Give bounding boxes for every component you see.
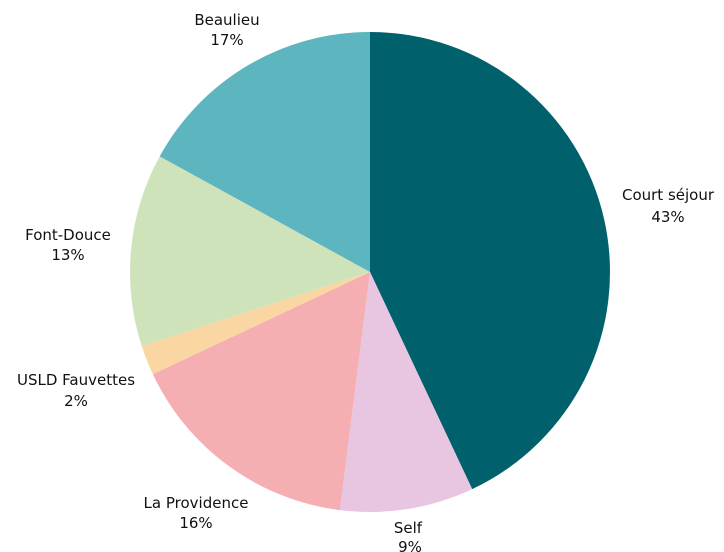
label-beaulieu-name: Beaulieu <box>194 11 259 29</box>
label-self-name: Self <box>394 519 423 537</box>
label-la-providence-pct: 16% <box>179 514 212 532</box>
label-la-providence-name: La Providence <box>144 494 249 512</box>
pie-slice-usld-fauvettes <box>141 272 370 375</box>
pie-slices <box>130 32 610 512</box>
pie-slice-la-providence <box>152 272 370 511</box>
pie-slice-beaulieu <box>159 32 370 272</box>
label-self-pct: 9% <box>398 538 422 552</box>
label-court-sejour-pct: 43% <box>651 208 684 226</box>
label-beaulieu-pct: 17% <box>210 31 243 49</box>
label-font-douce-name: Font-Douce <box>25 226 111 244</box>
pie-labels: Beaulieu 17% Court séjour 43% Font-Douce… <box>17 11 715 552</box>
label-court-sejour-name: Court séjour <box>622 186 715 204</box>
label-usld-fauvettes-pct: 2% <box>64 392 88 410</box>
pie-slice-self <box>339 272 473 512</box>
pie-slice-font-douce <box>130 156 370 347</box>
pie-slice-court-s-jour <box>370 32 610 490</box>
label-usld-fauvettes-name: USLD Fauvettes <box>17 371 135 389</box>
label-font-douce-pct: 13% <box>51 246 84 264</box>
